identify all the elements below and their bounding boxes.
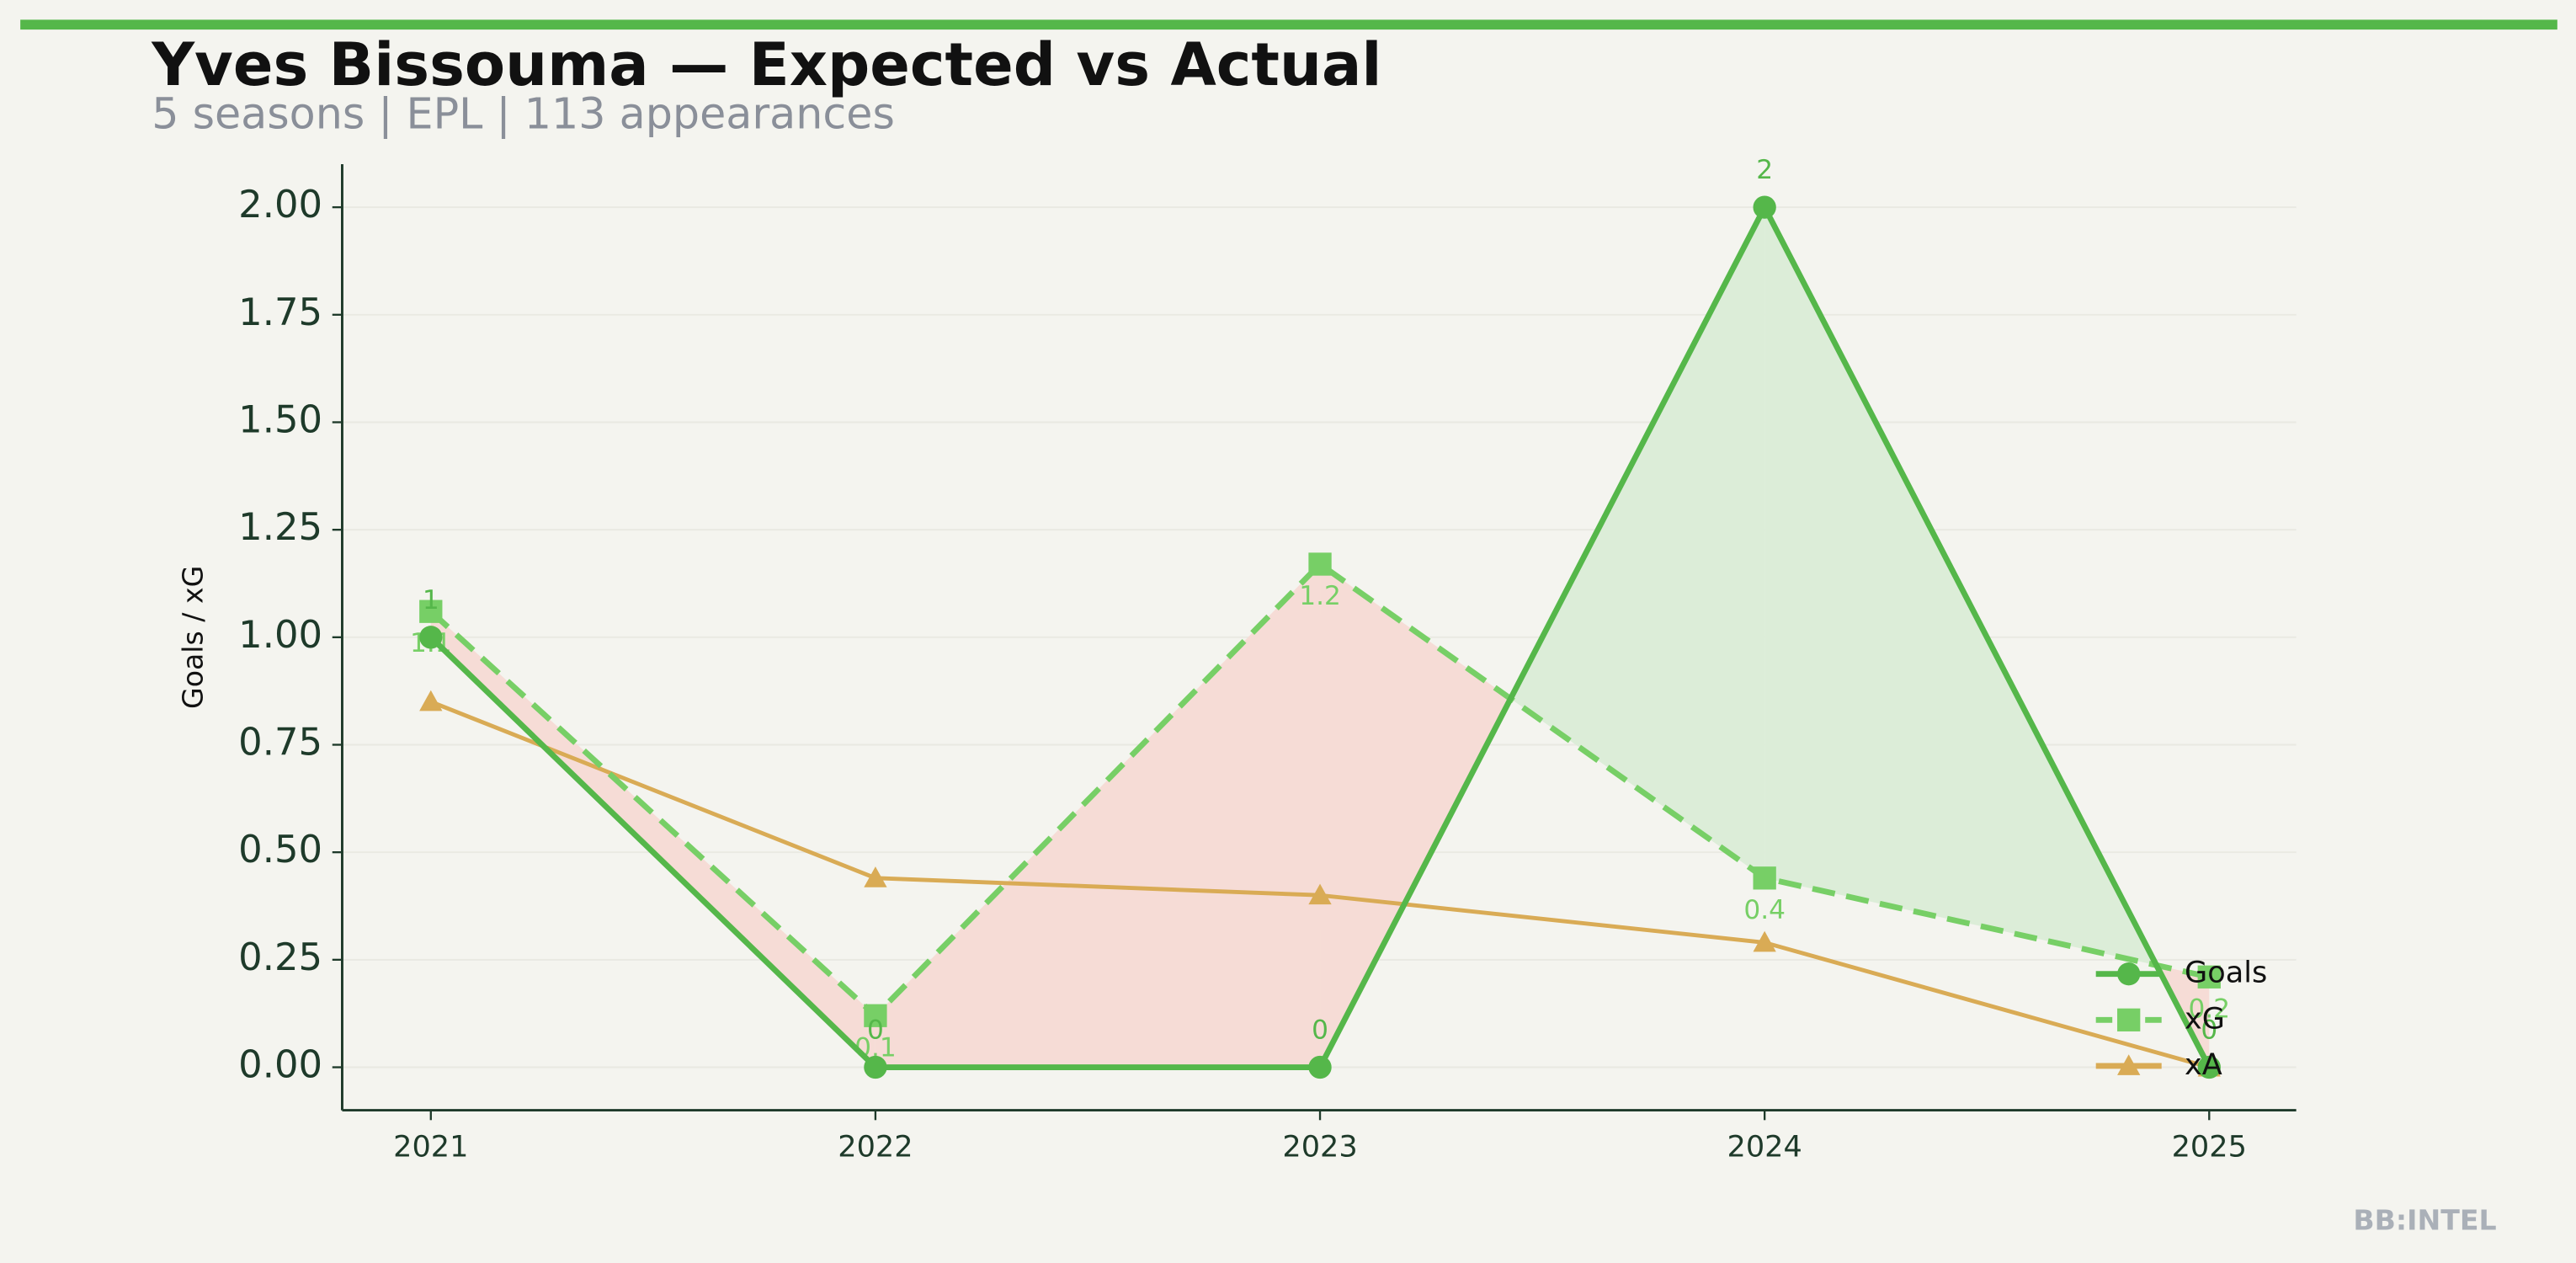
x-tick-label: 2022 [838, 1129, 913, 1164]
data-label: 1 [423, 585, 439, 616]
point [419, 600, 443, 623]
watermark: BB:INTEL [2353, 1204, 2496, 1237]
data-label: 0 [2201, 1015, 2217, 1046]
data-label: 0 [867, 1015, 884, 1046]
fill-area [875, 564, 1321, 1068]
x-tick-label: 2024 [1727, 1129, 1802, 1164]
y-tick-label: 1.00 [238, 612, 322, 657]
data-label: 1.2 [1299, 581, 1341, 611]
chart-subtitle: 5 seasons | EPL | 113 appearances [152, 88, 895, 139]
legend-marker [2117, 962, 2141, 986]
y-tick-label: 0.00 [238, 1042, 322, 1087]
point [864, 866, 887, 887]
legend-label: Goals [2185, 956, 2267, 990]
point [864, 1055, 887, 1079]
top-bar [20, 19, 2557, 30]
y-tick-label: 0.75 [238, 720, 322, 765]
fill-area [430, 611, 876, 1068]
point [1308, 1055, 1332, 1079]
point [2197, 965, 2221, 989]
x-tick-label: 2025 [2172, 1129, 2247, 1164]
fill-area [1320, 564, 1511, 1068]
y-tick-label: 1.75 [238, 290, 322, 334]
y-tick-label: 0.50 [238, 827, 322, 871]
plot-area: 0.00 0.25 0.50 0.75 1.00 1.25 1.50 1.75 2.00 2021… [238, 155, 2297, 1164]
x-tick-label: 2021 [393, 1129, 468, 1164]
point [1753, 195, 1776, 219]
y-tick-label: 2.00 [238, 182, 322, 226]
y-tick-label: 0.25 [238, 935, 322, 979]
point [1308, 552, 1332, 576]
point [1753, 930, 1776, 952]
series-line [428, 561, 2211, 1019]
data-label: 0 [1312, 1015, 1328, 1046]
legend-marker [2117, 1008, 2141, 1031]
data-label: 0.2 [2188, 994, 2230, 1024]
point [419, 690, 443, 711]
legend-label: xG [2185, 1001, 2225, 1036]
y-tick-label: 1.50 [238, 397, 322, 441]
data-label: 0.4 [1743, 895, 1786, 925]
data-label: 2 [1756, 155, 1773, 185]
x-tick-label: 2023 [1282, 1129, 1357, 1164]
chart-title: Yves Bissouma — Expected vs Actual [151, 30, 1381, 99]
point [419, 626, 443, 649]
legend-marker [2117, 1054, 2141, 1075]
fill-area [1510, 207, 1765, 878]
point [2197, 1055, 2221, 1079]
point [1753, 866, 1776, 890]
y-tick-label: 1.25 [238, 504, 322, 549]
legend-label: xA [2185, 1047, 2222, 1082]
point [864, 1004, 887, 1027]
point [1308, 883, 1332, 905]
y-axis-label: Goals / xG [176, 566, 209, 709]
